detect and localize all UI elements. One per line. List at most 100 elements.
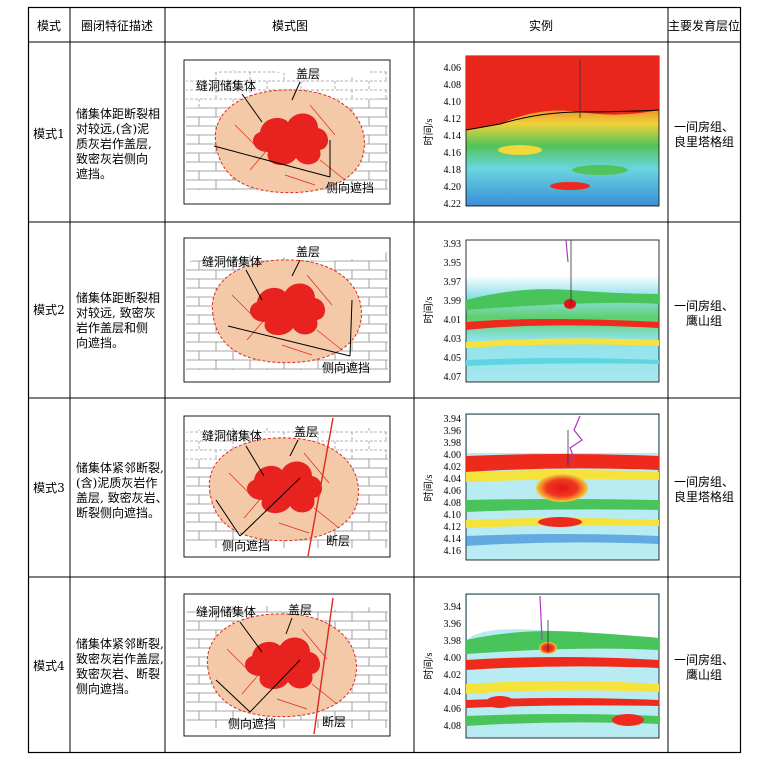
mode-diagram: 缝洞储集体 盖层 侧向遮挡 断层: [183, 415, 391, 558]
layer-line: 一间房组、: [674, 474, 734, 489]
header-layers: 主要发育层位: [668, 18, 740, 33]
mode-diagram: 缝洞储集体 盖层 侧向遮挡: [183, 59, 391, 205]
desc-line: 储集体距断裂相: [76, 290, 160, 305]
tick: 4.02: [444, 462, 462, 473]
tick: 4.05: [444, 353, 462, 364]
desc-line: (含)泥质灰岩作: [76, 475, 157, 490]
mode-label: 模式3: [33, 481, 65, 495]
tick: 4.02: [444, 670, 462, 681]
layer-line: 良里塔格组: [674, 489, 734, 504]
layer-line: 鹰山组: [686, 667, 722, 682]
tick: 4.06: [444, 486, 462, 497]
lateral-label: 侧向遮挡: [222, 538, 270, 553]
tick: 3.99: [444, 296, 462, 307]
desc-line: 遮挡。: [76, 166, 112, 181]
desc-line: 盖层, 致密灰岩、: [76, 490, 168, 505]
desc-line: 岩作盖层和侧: [76, 320, 148, 335]
reservoir-label: 缝洞储集体: [196, 78, 256, 93]
layer-line: 良里塔格组: [674, 134, 734, 149]
mode-diagram: 缝洞储集体 盖层 侧向遮挡 断层: [183, 593, 391, 737]
tick: 4.00: [444, 653, 462, 664]
reservoir-label: 缝洞储集体: [202, 428, 262, 443]
tick: 3.93: [444, 239, 462, 250]
layer-line: 一间房组、: [674, 298, 734, 313]
tick: 4.08: [444, 721, 462, 732]
tick: 4.06: [444, 63, 462, 74]
header-description: 圈闭特征描述: [81, 18, 153, 33]
desc-line: 侧向遮挡。: [76, 681, 136, 696]
tick: 3.94: [444, 602, 462, 613]
tick: 3.98: [444, 636, 462, 647]
tick: 4.04: [444, 687, 462, 698]
desc-line: 致密灰岩、断裂: [76, 666, 160, 681]
tick: 3.96: [444, 426, 462, 437]
y-axis-label: 时间/s: [422, 653, 435, 680]
mode-label: 模式2: [33, 303, 65, 317]
seismic-example: 3.94 3.96 3.98 4.00 4.02 4.04 4.06 4.08 …: [422, 413, 660, 561]
caprock-label: 盖层: [296, 245, 320, 259]
tick: 4.12: [444, 114, 462, 125]
desc-line: 对较远,(含)泥: [76, 121, 149, 136]
seismic-example: 4.06 4.08 4.10 4.12 4.14 4.16 4.18 4.20 …: [422, 55, 660, 210]
lateral-label: 侧向遮挡: [322, 360, 370, 375]
layer-line: 一间房组、: [674, 652, 734, 667]
tick: 4.03: [444, 334, 462, 345]
desc-line: 储集体紧邻断裂,: [76, 636, 164, 651]
y-axis-ticks: 3.94 3.96 3.98 4.00 4.02 4.04 4.06 4.08: [444, 602, 462, 732]
header-mode: 模式: [37, 19, 61, 33]
desc-line: 向遮挡。: [76, 335, 124, 350]
y-axis-ticks: 3.94 3.96 3.98 4.00 4.02 4.04 4.06 4.08 …: [444, 414, 462, 557]
tick: 4.06: [444, 704, 462, 715]
desc-line: 质灰岩作盖层,: [76, 136, 152, 151]
tick: 4.12: [444, 522, 462, 533]
lateral-label: 侧向遮挡: [326, 180, 374, 195]
y-axis-ticks: 3.93 3.95 3.97 3.99 4.01 4.03 4.05 4.07: [444, 239, 462, 383]
tick: 3.97: [444, 277, 462, 288]
tick: 4.10: [444, 97, 462, 108]
fault-label: 断层: [326, 533, 350, 548]
tick: 4.10: [444, 510, 462, 521]
tick: 3.96: [444, 619, 462, 630]
layer-line: 鹰山组: [686, 313, 722, 328]
tick: 4.20: [444, 182, 462, 193]
tick: 4.14: [444, 131, 462, 142]
header-diagram: 模式图: [272, 19, 308, 33]
tick: 4.08: [444, 80, 462, 91]
desc-line: 致密灰岩侧向: [76, 151, 148, 166]
lateral-label: 侧向遮挡: [228, 716, 276, 731]
layer-line: 一间房组、: [674, 119, 734, 134]
tick: 4.07: [444, 372, 462, 383]
row-mode-2: 模式2 储集体距断裂相 对较远, 致密灰 岩作盖层和侧 向遮挡。 一间房组、 鹰…: [33, 237, 734, 383]
table-grid: [27, 6, 742, 754]
tick: 4.16: [444, 148, 462, 159]
desc-line: 对较远, 致密灰: [76, 305, 156, 320]
tick: 4.01: [444, 315, 462, 326]
desc-line: 致密灰岩作盖层,: [76, 651, 164, 666]
y-axis-label: 时间/s: [422, 297, 435, 324]
desc-line: 储集体紧邻断裂,: [76, 460, 164, 475]
row-mode-1: 模式1 储集体距断裂相 对较远,(含)泥 质灰岩作盖层, 致密灰岩侧向 遮挡。 …: [33, 55, 734, 210]
reservoir-label: 缝洞储集体: [202, 254, 262, 269]
tick: 4.16: [444, 546, 462, 557]
reservoir-label: 缝洞储集体: [196, 604, 256, 619]
tick: 3.94: [444, 414, 462, 425]
y-axis-label: 时间/s: [422, 475, 435, 502]
tick: 4.08: [444, 498, 462, 509]
caprock-label: 盖层: [296, 67, 320, 81]
tick: 4.14: [444, 534, 462, 545]
tick: 4.04: [444, 474, 462, 485]
y-axis-ticks: 4.06 4.08 4.10 4.12 4.14 4.16 4.18 4.20 …: [444, 63, 462, 210]
mode-label: 模式1: [33, 127, 65, 141]
tick: 3.95: [444, 258, 462, 269]
desc-line: 储集体距断裂相: [76, 106, 160, 121]
mode-label: 模式4: [33, 659, 65, 673]
header-example: 实例: [529, 18, 553, 33]
seismic-example: 3.93 3.95 3.97 3.99 4.01 4.03 4.05 4.07 …: [422, 239, 660, 383]
tick: 3.98: [444, 438, 462, 449]
y-axis-label: 时间/s: [422, 119, 435, 146]
caprock-label: 盖层: [294, 425, 318, 439]
mode-diagram: 缝洞储集体 盖层 侧向遮挡: [183, 237, 391, 383]
fault-label: 断层: [322, 714, 346, 729]
tick: 4.00: [444, 450, 462, 461]
